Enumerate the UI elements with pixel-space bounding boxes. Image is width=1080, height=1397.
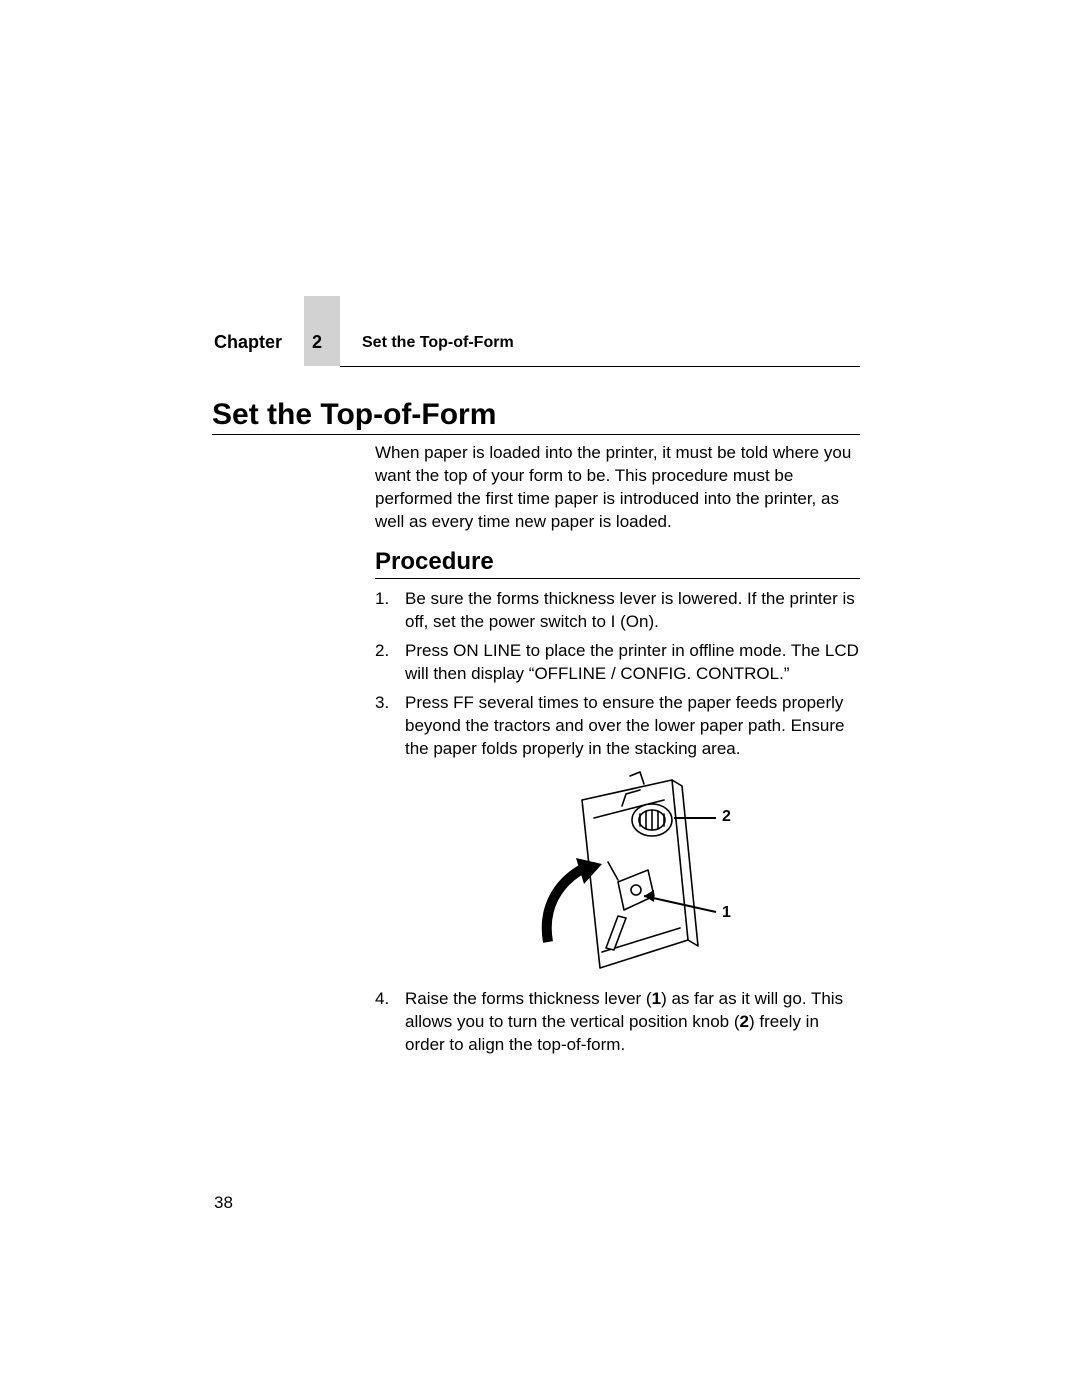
callout-leader-line — [644, 886, 720, 920]
heading-1: Set the Top-of-Form — [212, 398, 496, 432]
figure-printer-mechanism: 2 1 — [522, 770, 762, 976]
step-1: 1. Be sure the forms thickness lever is … — [375, 588, 860, 634]
text-run: Raise the forms thickness lever ( — [405, 989, 652, 1008]
page-header: Chapter 2 Set the Top-of-Form — [246, 318, 860, 366]
step-text: Press ON LINE to place the printer in of… — [405, 640, 860, 686]
step-2: 2. Press ON LINE to place the printer in… — [375, 640, 860, 686]
step-text: Press FF several times to ensure the pap… — [405, 692, 860, 761]
step-number: 2. — [375, 640, 399, 663]
step-number: 4. — [375, 988, 399, 1011]
printer-diagram-icon — [522, 770, 762, 976]
header-rule — [340, 366, 860, 367]
header-section-title: Set the Top-of-Form — [362, 334, 514, 352]
step-text: Raise the forms thickness lever (1) as f… — [405, 988, 860, 1057]
step-3: 3. Press FF several times to ensure the … — [375, 692, 860, 761]
step-number: 1. — [375, 588, 399, 611]
document-page: Chapter 2 Set the Top-of-Form Set the To… — [0, 0, 1080, 1397]
chapter-number: 2 — [312, 332, 322, 353]
bold-ref: 1 — [652, 989, 661, 1008]
intro-paragraph: When paper is loaded into the printer, i… — [375, 442, 860, 534]
bold-ref: 2 — [740, 1012, 749, 1031]
heading-2-rule — [375, 578, 860, 579]
step-4: 4. Raise the forms thickness lever (1) a… — [375, 988, 860, 1057]
heading-2: Procedure — [375, 548, 494, 576]
callout-label-2: 2 — [722, 808, 731, 826]
callout-leader-line — [674, 817, 716, 819]
header-accent-bar — [304, 296, 340, 366]
heading-1-rule — [212, 434, 860, 435]
chapter-label: Chapter — [214, 332, 282, 353]
step-number: 3. — [375, 692, 399, 715]
page-number: 38 — [214, 1193, 233, 1213]
callout-label-1: 1 — [722, 904, 731, 922]
step-text: Be sure the forms thickness lever is low… — [405, 588, 860, 634]
